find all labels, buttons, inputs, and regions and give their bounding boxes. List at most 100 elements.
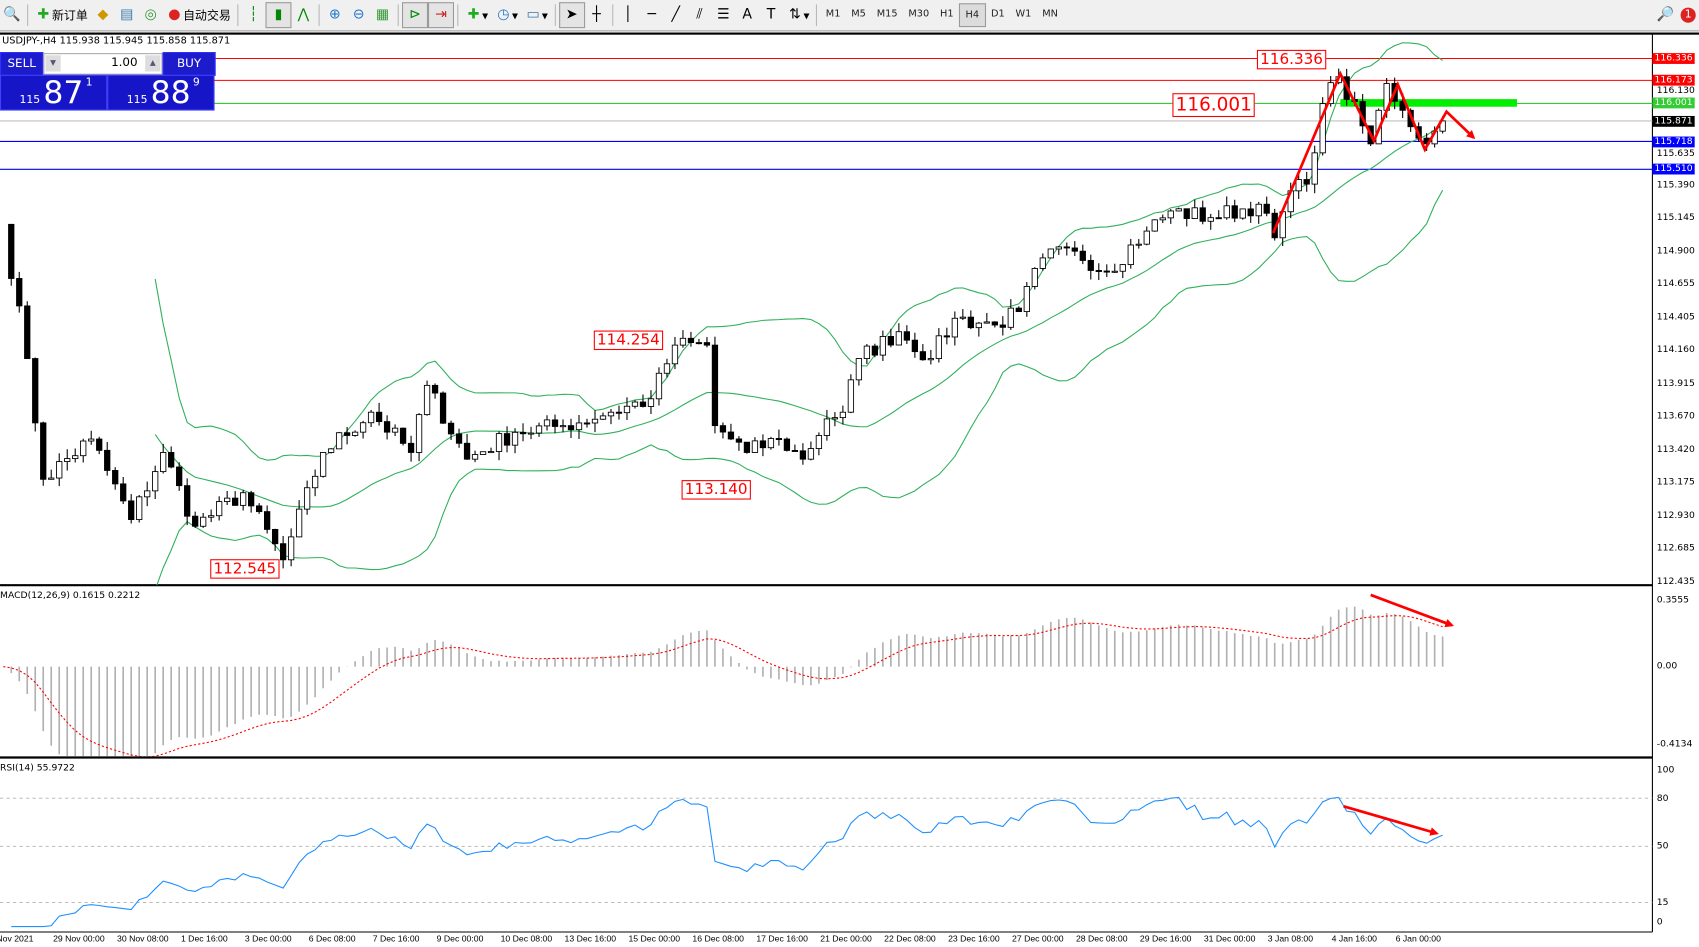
timeframe-m15[interactable]: M15	[876, 8, 898, 20]
candle-body	[1223, 205, 1230, 219]
candle-body	[559, 425, 567, 428]
annotation-label[interactable]: 114.254	[593, 330, 664, 351]
timeframe-m1[interactable]: M1	[825, 8, 841, 20]
candle	[168, 446, 175, 469]
new-order-button[interactable]: ✚ 新订单	[31, 3, 91, 27]
buy-button[interactable]: BUY	[162, 52, 216, 76]
bar-chart-button[interactable]: ┆	[242, 3, 266, 27]
candle-body	[1303, 179, 1310, 185]
candle	[463, 433, 471, 460]
axis-label: 50	[1656, 840, 1669, 852]
price-level-tag[interactable]: 115.871	[1652, 115, 1695, 127]
candle-body	[839, 411, 847, 419]
candle-body	[551, 419, 559, 427]
price-level-tag[interactable]: 116.336	[1652, 53, 1695, 64]
candle-body	[487, 451, 495, 454]
candle-body	[639, 401, 647, 407]
lot-decrease-button[interactable]: ▼	[45, 55, 61, 72]
channel-tool[interactable]: ⫽	[688, 3, 712, 27]
annotation-label[interactable]: 113.140	[681, 480, 751, 500]
candle-body	[72, 455, 79, 459]
timeframe-w1[interactable]: W1	[1015, 8, 1032, 20]
fibonacci-tool[interactable]: ☰	[711, 3, 735, 27]
arrows-tool[interactable]: ⇅ ▾	[783, 3, 813, 27]
price-axis[interactable]: 116.130 115.635 115.390 115.145 114.900 114.6…	[1652, 0, 1699, 945]
auto-scroll-button[interactable]: ⊳	[401, 2, 429, 29]
line-chart-button[interactable]: ⋀	[291, 3, 315, 27]
clock-icon: ◷	[497, 6, 510, 23]
candle-body	[208, 515, 215, 518]
notifications-button[interactable]: 1	[1677, 3, 1699, 27]
zoom-in-button[interactable]: ⊕	[323, 3, 347, 27]
navigator-button[interactable]: ▤	[115, 3, 139, 27]
auto-trading-button[interactable]: ● 自动交易	[163, 3, 235, 27]
text-tool[interactable]: A	[735, 3, 759, 27]
annotation-label[interactable]: 112.545	[210, 559, 280, 579]
cursor-tool[interactable]: ➤	[558, 2, 585, 29]
price-level-tag[interactable]: 116.173	[1652, 74, 1695, 86]
templates-button[interactable]: ▭ ▾	[526, 6, 548, 23]
price-level-tag[interactable]: 115.718	[1652, 136, 1695, 147]
lot-increase-button[interactable]: ▲	[145, 55, 161, 72]
candle	[80, 438, 87, 463]
horizontal-line-tool[interactable]: ─	[640, 3, 664, 27]
candle	[639, 394, 647, 408]
tile-windows-button[interactable]: ▦	[371, 3, 395, 27]
candle-body	[120, 483, 127, 502]
text-label-tool[interactable]: T	[759, 3, 783, 27]
ask-price-box[interactable]: 115 88 9	[107, 74, 215, 111]
time-label: 23 Dec 16:00	[948, 934, 1000, 944]
signals-button[interactable]: ◎	[139, 3, 163, 27]
candle-body	[1231, 205, 1238, 219]
candle	[1295, 174, 1302, 199]
candle	[943, 327, 950, 345]
bid-big-figure: 115	[19, 94, 41, 107]
indicators-button[interactable]: ✚ ▾	[462, 3, 492, 27]
candle	[959, 309, 966, 321]
timeframe-m5[interactable]: M5	[851, 8, 866, 20]
search-tool[interactable]: 🔍	[0, 3, 24, 27]
time-axis[interactable]: 5 Nov 2021 29 Nov 00:00 30 Nov 08:00 1 Dec …	[0, 934, 1460, 944]
vertical-line-tool[interactable]: │	[616, 3, 640, 27]
time-label: 29 Dec 16:00	[1139, 934, 1192, 944]
candle-body	[1207, 217, 1214, 222]
bid-price-box[interactable]: 115 87 1	[0, 74, 108, 111]
lot-value[interactable]: 1.00	[111, 55, 138, 70]
annotation-label[interactable]: 116.001	[1172, 93, 1256, 118]
candle	[383, 415, 391, 440]
candle-body	[351, 431, 359, 436]
crosshair-tool[interactable]: ┼	[585, 3, 609, 27]
search-button[interactable]: 🔎	[1653, 3, 1677, 27]
candle	[48, 469, 55, 480]
candle-body	[535, 425, 543, 434]
price-level-tag[interactable]: 116.001	[1652, 98, 1695, 109]
candle-body	[895, 331, 903, 346]
zoom-out-button[interactable]: ⊖	[347, 3, 371, 27]
candle	[1311, 145, 1318, 194]
trendline-tool[interactable]: ╱	[664, 3, 688, 27]
candle-body	[255, 505, 263, 513]
candle	[535, 422, 543, 437]
time-label: 29 Nov 00:00	[53, 934, 105, 944]
annotation-label[interactable]: 116.336	[1256, 49, 1327, 70]
candlestick-button[interactable]: ▮	[265, 2, 292, 29]
sell-button[interactable]: SELL	[0, 52, 44, 76]
candle-body	[96, 438, 103, 451]
market-watch-button[interactable]: ◆	[91, 3, 115, 27]
candle	[240, 489, 247, 511]
trendline-icon: ╱	[671, 6, 680, 23]
periods-button[interactable]: ◷ ▾	[491, 3, 521, 27]
chart-shift-button[interactable]: ⇥	[428, 2, 455, 29]
candle-body	[703, 342, 711, 346]
candle-body	[391, 427, 399, 433]
timeframe-h4[interactable]: H4	[959, 3, 986, 28]
axis-label: 113.420	[1656, 444, 1695, 456]
timeframe-d1[interactable]: D1	[990, 8, 1005, 20]
price-level-tag[interactable]: 115.510	[1652, 163, 1695, 175]
timeframe-mn[interactable]: MN	[1042, 8, 1058, 20]
chart-window[interactable]	[0, 32, 1699, 947]
lot-size-input[interactable]: ▼ 1.00 ▲	[43, 53, 163, 75]
timeframe-h1[interactable]: H1	[940, 8, 954, 20]
timeframe-m30[interactable]: M30	[908, 8, 930, 20]
